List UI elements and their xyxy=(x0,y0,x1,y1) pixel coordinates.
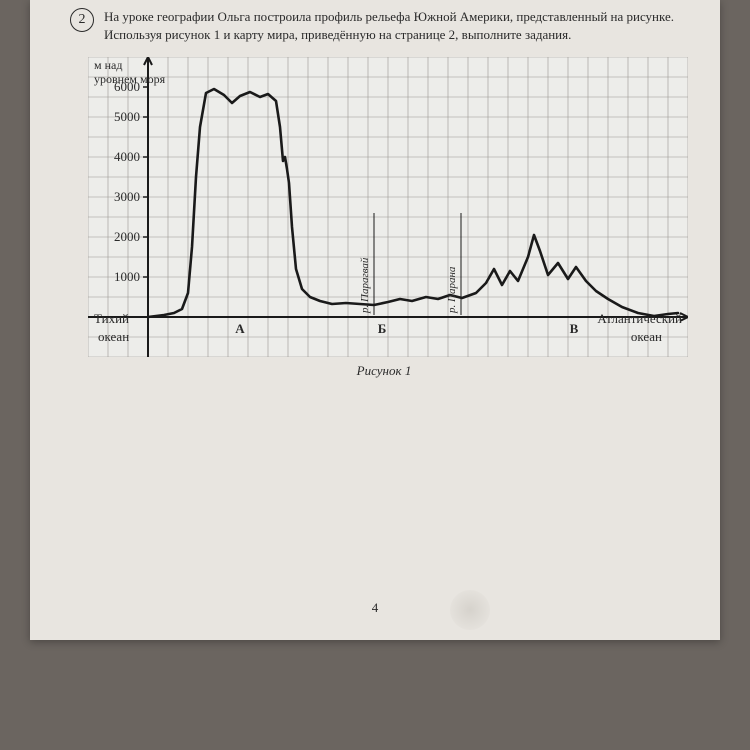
svg-text:4000: 4000 xyxy=(114,149,140,164)
svg-text:р. Парагвай: р. Парагвай xyxy=(359,257,371,314)
svg-text:А: А xyxy=(235,321,245,336)
paper-stain xyxy=(450,590,490,630)
chart-caption: Рисунок 1 xyxy=(88,363,680,379)
question-number-badge: 2 xyxy=(70,8,94,32)
question-number: 2 xyxy=(79,12,86,28)
svg-text:Атлантический: Атлантический xyxy=(597,311,682,326)
svg-text:р. Парана: р. Парана xyxy=(446,266,458,314)
svg-text:м над: м над xyxy=(94,58,122,72)
svg-text:5000: 5000 xyxy=(114,109,140,124)
svg-text:океан: океан xyxy=(631,329,662,344)
svg-text:Тихий: Тихий xyxy=(94,311,129,326)
question-text: На уроке географии Ольга построила профи… xyxy=(104,8,680,43)
svg-text:2000: 2000 xyxy=(114,229,140,244)
svg-text:Б: Б xyxy=(378,321,387,336)
svg-text:1000: 1000 xyxy=(114,269,140,284)
svg-text:В: В xyxy=(570,321,579,336)
worksheet-page: 2 На уроке географии Ольга построила про… xyxy=(30,0,720,640)
profile-chart: м надуровнем моря10002000300040005000600… xyxy=(88,57,680,379)
question-block: 2 На уроке географии Ольга построила про… xyxy=(70,8,680,43)
svg-text:3000: 3000 xyxy=(114,189,140,204)
svg-text:океан: океан xyxy=(98,329,129,344)
svg-text:6000: 6000 xyxy=(114,79,140,94)
page-number: 4 xyxy=(30,600,720,616)
chart-svg: м надуровнем моря10002000300040005000600… xyxy=(88,57,688,357)
